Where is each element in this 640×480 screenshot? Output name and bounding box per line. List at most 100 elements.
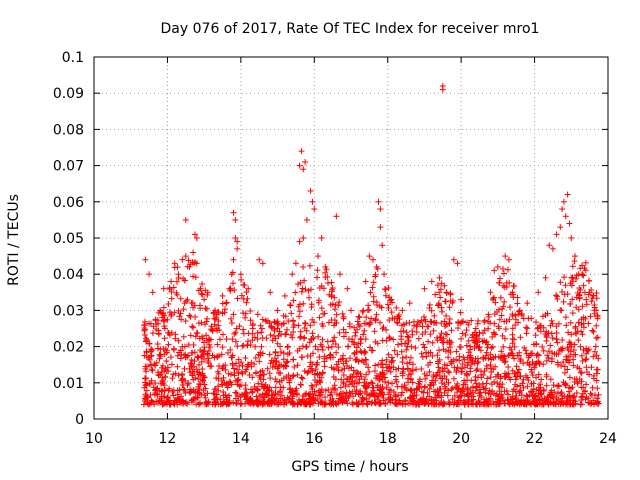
data-point-marker: [244, 396, 251, 403]
data-point-marker: [202, 321, 209, 328]
data-point-marker: [520, 360, 527, 367]
data-point-marker: [492, 392, 499, 399]
data-point-marker: [163, 399, 170, 406]
data-point-marker: [517, 358, 524, 365]
data-point-marker: [472, 333, 479, 340]
data-point-marker: [561, 363, 568, 370]
data-point-marker: [459, 360, 466, 367]
data-point-marker: [161, 335, 168, 342]
data-point-marker: [336, 271, 343, 278]
data-point-marker: [364, 307, 371, 314]
data-point-marker: [420, 399, 427, 406]
data-point-marker: [461, 399, 468, 406]
data-point-marker: [344, 376, 351, 383]
data-point-marker: [267, 360, 274, 367]
data-point-marker: [467, 368, 474, 375]
data-point-marker: [367, 289, 374, 296]
data-point-marker: [177, 310, 184, 317]
data-point-marker: [454, 364, 461, 371]
data-point-marker: [319, 346, 326, 353]
data-point-marker: [197, 381, 204, 388]
data-point-marker: [377, 319, 384, 326]
data-point-marker: [465, 337, 472, 344]
data-point-marker: [327, 301, 334, 308]
data-point-marker: [588, 364, 595, 371]
data-point-marker: [573, 389, 580, 396]
data-point-marker: [484, 344, 491, 351]
data-point-marker: [553, 292, 560, 299]
data-point-marker: [485, 397, 492, 404]
data-point-marker: [427, 331, 434, 338]
data-point-marker: [450, 256, 457, 263]
data-point-marker: [379, 242, 386, 249]
data-point-marker: [485, 390, 492, 397]
data-point-marker: [306, 339, 313, 346]
data-point-marker: [430, 327, 437, 334]
data-point-marker: [291, 363, 298, 370]
data-point-marker: [236, 383, 243, 390]
data-point-marker: [572, 351, 579, 358]
data-point-marker: [536, 397, 543, 404]
data-point-marker: [294, 371, 301, 378]
data-point-marker: [431, 312, 438, 319]
data-point-marker: [425, 338, 432, 345]
data-point-marker: [329, 285, 336, 292]
data-point-marker: [560, 379, 567, 386]
data-point-marker: [382, 292, 389, 299]
data-point-marker: [352, 377, 359, 384]
data-point-marker: [543, 357, 550, 364]
data-point-marker: [222, 366, 229, 373]
y-tick-label: 0.07: [53, 159, 84, 175]
data-point-marker: [255, 380, 262, 387]
data-point-marker: [189, 323, 196, 330]
data-point-marker: [579, 390, 586, 397]
data-point-marker: [292, 289, 299, 296]
data-point-marker: [292, 260, 299, 267]
data-point-marker: [262, 390, 269, 397]
data-point-marker: [288, 398, 295, 405]
data-point-marker: [460, 381, 467, 388]
data-point-marker: [336, 299, 343, 306]
data-point-marker: [208, 323, 215, 330]
data-point-marker: [451, 399, 458, 406]
data-point-marker: [533, 319, 540, 326]
data-point-marker: [156, 397, 163, 404]
data-point-marker: [578, 401, 585, 408]
data-point-marker: [457, 309, 464, 316]
data-point-marker: [499, 332, 506, 339]
data-point-marker: [545, 401, 552, 408]
data-point-marker: [501, 318, 508, 325]
data-point-marker: [352, 329, 359, 336]
data-point-marker: [350, 393, 357, 400]
data-point-marker: [456, 401, 463, 408]
data-point-marker: [330, 337, 337, 344]
data-point-marker: [243, 366, 250, 373]
data-point-marker: [563, 356, 570, 363]
data-point-marker: [473, 380, 480, 387]
data-point-marker: [290, 317, 297, 324]
data-point-marker: [154, 391, 161, 398]
data-point-marker: [375, 198, 382, 205]
data-point-marker: [224, 396, 231, 403]
data-point-marker: [436, 389, 443, 396]
data-point-marker: [487, 361, 494, 368]
data-point-marker: [509, 313, 516, 320]
data-point-marker: [366, 253, 373, 260]
data-point-marker: [363, 314, 370, 321]
data-point-marker: [362, 320, 369, 327]
data-point-marker: [296, 345, 303, 352]
data-point-marker: [315, 333, 322, 340]
data-point-marker: [593, 322, 600, 329]
data-point-marker: [491, 267, 498, 274]
data-point-marker: [203, 305, 210, 312]
data-point-marker: [238, 391, 245, 398]
data-point-marker: [377, 224, 384, 231]
data-point-marker: [302, 158, 309, 165]
data-point-marker: [532, 393, 539, 400]
data-point-marker: [591, 348, 598, 355]
data-point-marker: [319, 343, 326, 350]
data-point-marker: [312, 343, 319, 350]
data-point-marker: [405, 365, 412, 372]
data-point-marker: [160, 401, 167, 408]
data-point-marker: [142, 363, 149, 370]
